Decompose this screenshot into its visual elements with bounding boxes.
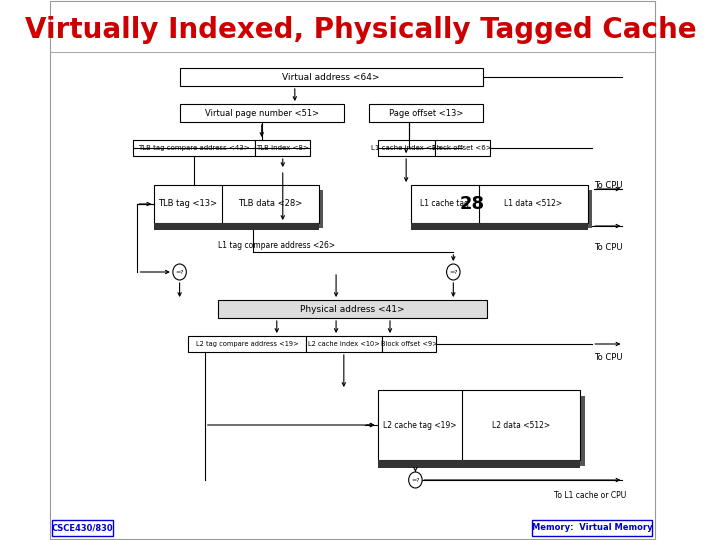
Text: Memory:  Virtual Memory: Memory: Virtual Memory xyxy=(532,523,652,532)
Text: Virtual page number <51>: Virtual page number <51> xyxy=(204,109,319,118)
Bar xyxy=(306,336,382,352)
Text: 28: 28 xyxy=(459,195,485,213)
Text: L1 data <512>: L1 data <512> xyxy=(504,199,562,208)
Bar xyxy=(588,190,593,228)
Bar xyxy=(377,390,580,460)
Bar xyxy=(179,68,483,86)
Bar xyxy=(154,185,318,223)
Circle shape xyxy=(446,264,460,280)
Text: L2 cache tag <19>: L2 cache tag <19> xyxy=(383,421,456,429)
Text: L1 cache tag: L1 cache tag xyxy=(420,199,469,208)
Text: CSCE430/830: CSCE430/830 xyxy=(52,523,114,532)
Text: =?: =? xyxy=(449,269,458,274)
Bar xyxy=(377,140,435,156)
Text: Block offset <9>: Block offset <9> xyxy=(381,341,438,347)
Bar xyxy=(369,104,483,122)
Text: L1 cache index <7>: L1 cache index <7> xyxy=(371,145,442,151)
Bar xyxy=(411,185,588,223)
Text: To L1 cache or CPU: To L1 cache or CPU xyxy=(554,491,626,501)
Bar xyxy=(318,190,323,228)
Bar xyxy=(580,396,585,466)
Bar xyxy=(415,190,593,228)
Text: TLB data <28>: TLB data <28> xyxy=(238,199,302,208)
Text: TLB tag compare address <43>: TLB tag compare address <43> xyxy=(138,145,250,151)
Bar xyxy=(382,396,585,466)
Circle shape xyxy=(409,472,422,488)
Text: To CPU: To CPU xyxy=(594,353,623,361)
Text: Block offset <6>: Block offset <6> xyxy=(432,145,492,151)
Text: Virtual address <64>: Virtual address <64> xyxy=(282,72,380,82)
Bar xyxy=(133,140,256,156)
Bar xyxy=(179,104,344,122)
Circle shape xyxy=(173,264,186,280)
Bar xyxy=(188,336,306,352)
Text: Page offset <13>: Page offset <13> xyxy=(389,109,463,118)
Bar xyxy=(53,520,113,536)
Bar xyxy=(256,140,310,156)
Bar xyxy=(533,520,652,536)
Bar xyxy=(411,223,588,230)
Text: To CPU: To CPU xyxy=(594,242,623,252)
Bar xyxy=(435,140,490,156)
Bar xyxy=(158,190,323,228)
Bar xyxy=(154,223,318,230)
Bar xyxy=(217,300,487,318)
Text: Physical address <41>: Physical address <41> xyxy=(300,305,405,314)
Text: Virtually Indexed, Physically Tagged Cache: Virtually Indexed, Physically Tagged Cac… xyxy=(25,16,696,44)
Text: =?: =? xyxy=(411,477,420,483)
Text: =?: =? xyxy=(175,269,184,274)
Text: TLB index <8>: TLB index <8> xyxy=(256,145,309,151)
Bar xyxy=(377,460,580,468)
Text: L2 data <512>: L2 data <512> xyxy=(492,421,550,429)
Text: L2 tag compare address <19>: L2 tag compare address <19> xyxy=(196,341,298,347)
Bar xyxy=(382,336,436,352)
Text: TLB tag <13>: TLB tag <13> xyxy=(158,199,217,208)
Text: L2 cache index <10>: L2 cache index <10> xyxy=(308,341,379,347)
Text: To CPU: To CPU xyxy=(594,180,623,190)
Text: L1 tag compare address <26>: L1 tag compare address <26> xyxy=(218,240,335,249)
